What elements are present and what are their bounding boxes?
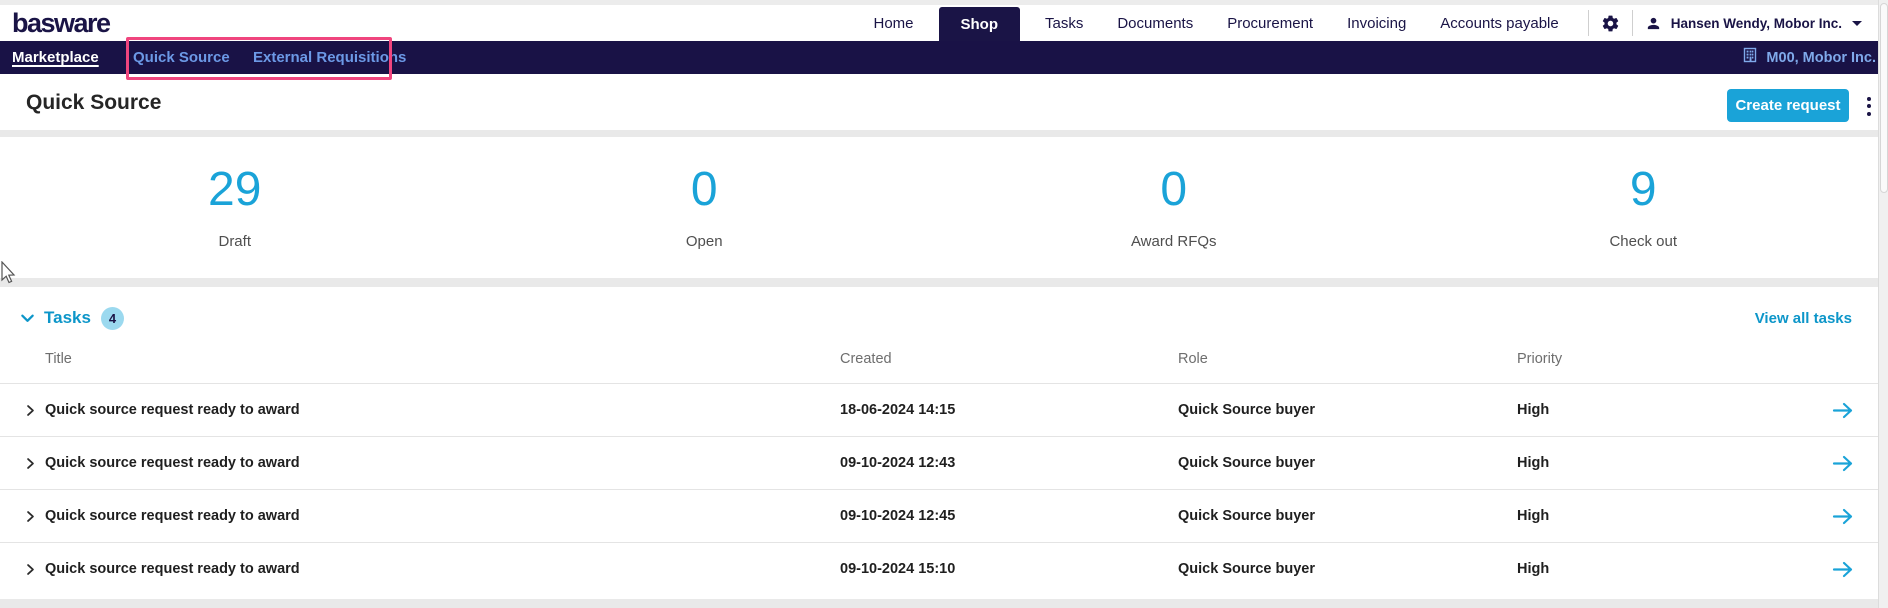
stat-value: 9 (1629, 163, 1657, 216)
page-title: Quick Source (26, 91, 162, 114)
open-task-arrow-icon[interactable] (1832, 561, 1854, 578)
stat-tile-award-rfqs[interactable]: 0 Award RFQs (939, 137, 1409, 278)
divider (1587, 10, 1589, 36)
app-header: basware Home Shop Tasks Documents Procur… (0, 5, 1878, 41)
vertical-scrollbar[interactable] (1878, 0, 1888, 608)
shop-subnav: Marketplace Quick Source External Requis… (0, 41, 1888, 74)
top-navigation: Home Shop Tasks Documents Procurement In… (856, 5, 1878, 41)
nav-item-documents[interactable]: Documents (1117, 14, 1194, 32)
tasks-count-badge: 4 (100, 306, 124, 330)
column-header-created: Created (840, 351, 892, 367)
task-created: 18-06-2024 14:15 (840, 402, 956, 418)
window-top-strip (0, 0, 1888, 5)
task-row[interactable]: Quick source request ready to award 09-1… (0, 542, 1878, 595)
stats-summary: 29 Draft 0 Open 0 Award RFQs 9 Check out (0, 137, 1878, 278)
chevron-down-icon (1852, 20, 1862, 26)
task-row[interactable]: Quick source request ready to award 09-1… (0, 436, 1878, 489)
nav-item-shop[interactable]: Shop (938, 7, 1020, 41)
expand-chevron-right-icon[interactable] (24, 563, 45, 576)
stat-value: 29 (208, 163, 262, 216)
subnav-item-external-requisitions[interactable]: External Requisitions (253, 49, 407, 66)
expand-chevron-right-icon[interactable] (24, 404, 45, 417)
expand-chevron-right-icon[interactable] (24, 457, 45, 470)
stat-label: Award RFQs (1130, 233, 1217, 250)
settings-gear-icon[interactable] (1601, 14, 1620, 33)
task-created: 09-10-2024 15:10 (840, 561, 956, 577)
task-title: Quick source request ready to award (45, 455, 300, 471)
nav-item-invoicing[interactable]: Invoicing (1347, 14, 1407, 32)
scrollbar-thumb[interactable] (1880, 3, 1888, 193)
nav-item-procurement[interactable]: Procurement (1227, 14, 1314, 32)
stat-value: 0 (690, 163, 718, 216)
building-icon (1742, 47, 1758, 68)
task-role: Quick Source buyer (1178, 455, 1315, 471)
expand-chevron-right-icon[interactable] (24, 510, 45, 523)
basware-logo: basware (12, 7, 111, 38)
task-role: Quick Source buyer (1178, 561, 1315, 577)
task-created: 09-10-2024 12:43 (840, 455, 956, 471)
divider (1631, 10, 1633, 36)
nav-item-home[interactable]: Home (873, 14, 914, 32)
task-row[interactable]: Quick source request ready to award 18-0… (0, 383, 1878, 436)
open-task-arrow-icon[interactable] (1832, 402, 1854, 419)
stat-label: Check out (1609, 233, 1678, 250)
org-selector[interactable]: M00, Mobor Inc. (1742, 41, 1876, 74)
view-all-tasks-link[interactable]: View all tasks (1754, 309, 1852, 327)
task-priority: High (1517, 508, 1550, 524)
collapse-chevron-down-icon[interactable] (20, 311, 35, 326)
stat-tile-draft[interactable]: 29 Draft (0, 137, 470, 278)
stat-label: Open (685, 233, 723, 250)
task-title: Quick source request ready to award (45, 508, 300, 524)
stat-label: Draft (218, 233, 251, 250)
task-role: Quick Source buyer (1178, 508, 1315, 524)
task-title: Quick source request ready to award (45, 561, 300, 577)
subnav-item-marketplace[interactable]: Marketplace (12, 49, 99, 66)
stat-value: 0 (1160, 163, 1188, 216)
task-priority: High (1517, 561, 1550, 577)
user-name: Hansen Wendy, Mobor Inc. (1670, 15, 1842, 31)
nav-item-accounts-payable[interactable]: Accounts payable (1440, 14, 1559, 32)
user-menu[interactable]: Hansen Wendy, Mobor Inc. (1645, 15, 1862, 32)
org-name: M00, Mobor Inc. (1766, 49, 1876, 66)
task-title: Quick source request ready to award (45, 402, 300, 418)
subnav-item-quick-source[interactable]: Quick Source (133, 49, 230, 66)
column-header-title: Title (45, 351, 72, 367)
task-role: Quick Source buyer (1178, 402, 1315, 418)
stat-tile-open[interactable]: 0 Open (470, 137, 940, 278)
stat-tile-check-out[interactable]: 9 Check out (1409, 137, 1879, 278)
column-header-priority: Priority (1517, 351, 1563, 367)
tasks-section-header: Tasks 4 View all tasks (0, 287, 1878, 335)
open-task-arrow-icon[interactable] (1832, 455, 1854, 472)
create-request-button[interactable]: Create request (1727, 89, 1849, 122)
user-person-icon (1645, 15, 1662, 32)
tasks-title: Tasks (44, 308, 91, 327)
kebab-menu-icon[interactable] (1858, 88, 1880, 124)
task-row[interactable]: Quick source request ready to award 09-1… (0, 489, 1878, 542)
tasks-table-header: Title Created Role Priority (0, 335, 1878, 383)
page-header: Quick Source Create request (0, 74, 1878, 130)
task-priority: High (1517, 455, 1550, 471)
open-task-arrow-icon[interactable] (1832, 508, 1854, 525)
tasks-panel: Tasks 4 View all tasks Title Created Rol… (0, 287, 1878, 599)
nav-item-tasks[interactable]: Tasks (1045, 14, 1084, 32)
column-header-role: Role (1178, 351, 1208, 367)
task-priority: High (1517, 402, 1550, 418)
task-created: 09-10-2024 12:45 (840, 508, 956, 524)
